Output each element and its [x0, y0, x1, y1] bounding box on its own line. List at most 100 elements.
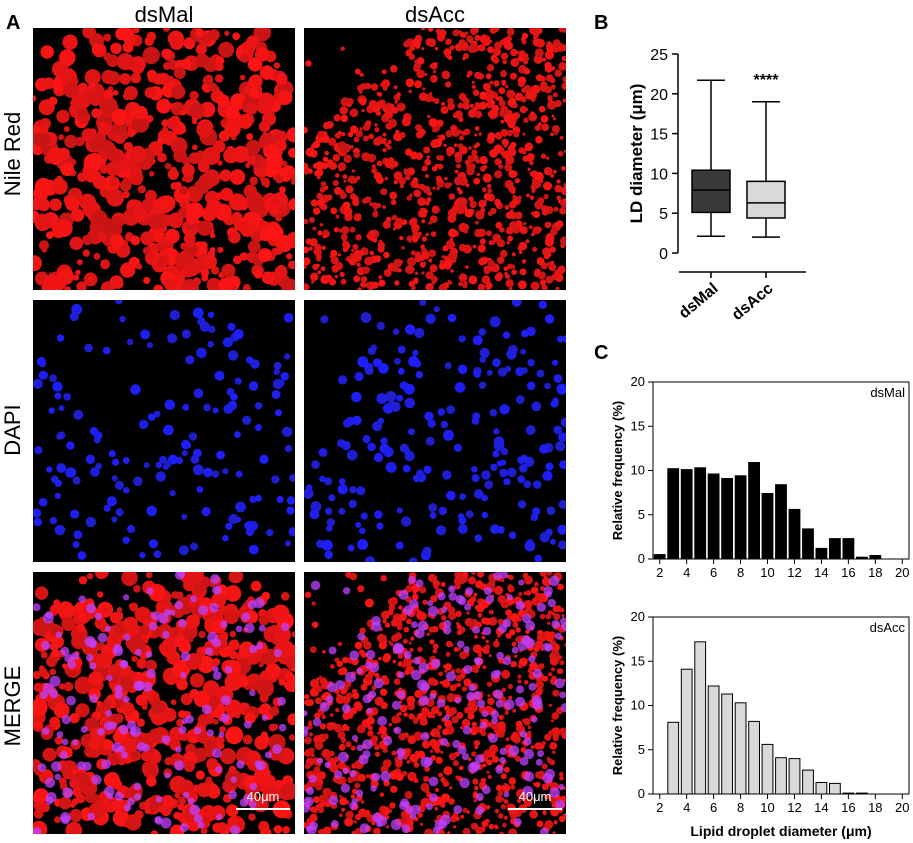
y-axis-label: LD diameter (μm) [627, 84, 646, 224]
x-tick-label: 20 [895, 565, 909, 580]
x-tick-label: 6 [710, 800, 717, 815]
bar [667, 721, 680, 795]
x-tick-label: dsMal [676, 280, 722, 322]
bar [667, 468, 680, 560]
x-tick-label: 14 [814, 800, 828, 815]
bar [802, 528, 814, 560]
box-dsAcc [746, 180, 786, 219]
x-tick-label: 12 [787, 800, 801, 815]
bar [788, 508, 801, 560]
y-tick-label: 20 [650, 87, 668, 104]
y-tick-label: 0 [638, 786, 645, 801]
y-tick-label: 5 [638, 742, 645, 757]
x-tick-label: 10 [760, 565, 774, 580]
scale-bar-label-dsmal: 40μm [246, 789, 280, 804]
micrograph-nilered-dsacc [304, 28, 566, 290]
bar [694, 641, 707, 795]
bar [802, 769, 814, 795]
x-tick-label: 20 [895, 800, 909, 815]
bar [815, 782, 828, 795]
panel-b-letter: B [594, 12, 609, 34]
x-tick-label: 4 [683, 800, 690, 815]
x-tick-label: 4 [683, 565, 690, 580]
bar [707, 473, 720, 560]
significance-annotation: **** [754, 72, 780, 89]
bar [721, 693, 733, 795]
bar [721, 478, 733, 560]
scale-bar-dsmal [236, 808, 290, 810]
column-label-dsacc: dsAcc [405, 2, 465, 27]
y-tick-label: 15 [631, 418, 645, 433]
histogram-label: dsAcc [870, 620, 906, 635]
bar [734, 475, 747, 560]
box-dsMal [691, 169, 731, 214]
micrograph-dapi-dsmal [33, 300, 295, 562]
y-tick-label: 0 [659, 246, 668, 263]
y-axis-label: Relative frequency (%) [610, 401, 625, 540]
micrograph-merge-dsacc [304, 572, 566, 834]
scale-bar-label-dsacc: 40μm [518, 789, 552, 804]
x-tick-label: 14 [814, 565, 828, 580]
bar [680, 668, 693, 795]
histogram-dsacc: 0 5 10 15 20 2 4 6 8 10 12 14 16 18 20 dsAcc Relative fr… [610, 609, 910, 839]
panel-a-letter: A [6, 12, 21, 34]
x-tick-label: 12 [787, 565, 801, 580]
x-tick-label: 16 [841, 565, 855, 580]
box-plot-chart: 0 5 10 15 20 25 LD diameter (μm) dsMal dsAcc **** [627, 47, 806, 324]
bar [748, 462, 760, 560]
x-tick-label: 8 [737, 800, 744, 815]
bar [815, 547, 828, 560]
bar [653, 554, 666, 560]
y-axis-label: Relative frequency (%) [610, 636, 625, 775]
bar [856, 556, 868, 560]
histogram-label: dsMal [870, 385, 905, 400]
bar [842, 792, 855, 795]
y-tick-label: 20 [631, 609, 645, 624]
x-tick-label: dsAcc [729, 280, 777, 324]
x-tick-label: 6 [710, 565, 717, 580]
y-tick-label: 10 [650, 166, 668, 183]
bar [842, 538, 855, 560]
bar [694, 467, 707, 560]
micrograph-dapi-dsacc [304, 300, 566, 562]
bar [829, 538, 841, 560]
x-tick-label: 16 [841, 800, 855, 815]
bar [829, 782, 841, 795]
bar [856, 792, 868, 795]
y-tick-label: 25 [650, 47, 668, 64]
column-label-dsmal: dsMal [134, 2, 194, 27]
bar [748, 720, 760, 795]
bar [775, 484, 787, 560]
x-tick-label: 2 [656, 800, 663, 815]
bar [775, 757, 787, 795]
bar [707, 685, 720, 795]
histogram-dsmal: 0 5 10 15 20 2 4 6 8 10 12 14 16 18 20 dsMal Relative fr… [610, 374, 910, 580]
micrograph-nilered-dsmal [33, 28, 295, 290]
panel-c-letter: C [594, 342, 609, 364]
y-tick-label: 10 [631, 463, 645, 478]
row-label-dapi: DAPI [0, 404, 25, 456]
y-tick-label: 15 [631, 653, 645, 668]
scale-bar-dsacc [508, 808, 562, 810]
bar [869, 555, 882, 560]
y-tick-label: 20 [631, 374, 645, 389]
y-tick-label: 5 [638, 507, 645, 522]
x-tick-label: 10 [760, 800, 774, 815]
x-tick-label: 8 [737, 565, 744, 580]
y-tick-label: 0 [638, 551, 645, 566]
bar [761, 493, 774, 560]
bar [788, 758, 801, 795]
y-tick-label: 15 [650, 127, 668, 144]
x-tick-label: 18 [868, 800, 882, 815]
x-tick-label: 18 [868, 565, 882, 580]
micrograph-merge-dsmal [33, 572, 295, 834]
bar [761, 743, 774, 795]
y-tick-label: 10 [631, 698, 645, 713]
x-axis-label: Lipid droplet diameter (μm) [690, 823, 871, 839]
row-label-nile-red: Nile Red [0, 111, 25, 197]
row-label-merge: MERGE [0, 665, 25, 747]
bar [680, 469, 693, 560]
bar [734, 702, 747, 795]
y-tick-label: 5 [659, 206, 668, 223]
x-tick-label: 2 [656, 565, 663, 580]
